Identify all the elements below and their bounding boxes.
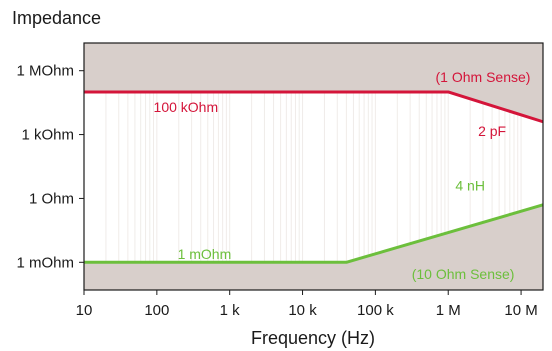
- series-line-1-ohm-sense: [84, 90, 544, 124]
- annotation-label: 100 kOhm: [154, 99, 219, 115]
- x-tick-label: 10 k: [288, 302, 317, 319]
- plot-area: [83, 42, 544, 291]
- annotation-label: 4 nH: [455, 178, 485, 194]
- x-tick-label: 10 M: [504, 302, 537, 319]
- y-tick-label: 1 kOhm: [21, 127, 74, 144]
- y-tick-label: 1 mOhm: [16, 254, 74, 271]
- lower-limit-region: [84, 204, 543, 290]
- x-axis-title: Frequency (Hz): [251, 328, 375, 348]
- annotations: (1 Ohm Sense) 100 kOhm 2 pF 4 nH 1 mOhm (10 O…: [154, 69, 531, 282]
- annotation-label: (10 Ohm Sense): [412, 266, 515, 282]
- annotation-label: 1 mOhm: [178, 246, 232, 262]
- upper-limit-region: [84, 43, 543, 122]
- x-tick-label: 100: [144, 302, 169, 319]
- y-axis-title: Impedance: [12, 8, 101, 28]
- annotation-label: (1 Ohm Sense): [436, 69, 531, 85]
- series-layer: [84, 90, 544, 264]
- annotation-label: 2 pF: [478, 123, 506, 139]
- y-axis-ticks: 1 MOhm 1 kOhm 1 Ohm 1 mOhm: [16, 63, 84, 271]
- y-tick-label: 1 Ohm: [29, 190, 74, 207]
- y-tick-label: 1 MOhm: [16, 63, 74, 80]
- series-line-10-ohm-sense: [84, 203, 544, 264]
- x-tick-label: 100 k: [357, 302, 394, 319]
- gridlines: [105, 93, 522, 261]
- x-tick-label: 1 k: [220, 302, 241, 319]
- plot-border: [83, 42, 544, 291]
- x-axis-ticks: 10 100 1 k 10 k 100 k 1 M 10 M: [76, 290, 538, 319]
- x-tick-label: 10: [76, 302, 93, 319]
- x-tick-label: 1 M: [436, 302, 461, 319]
